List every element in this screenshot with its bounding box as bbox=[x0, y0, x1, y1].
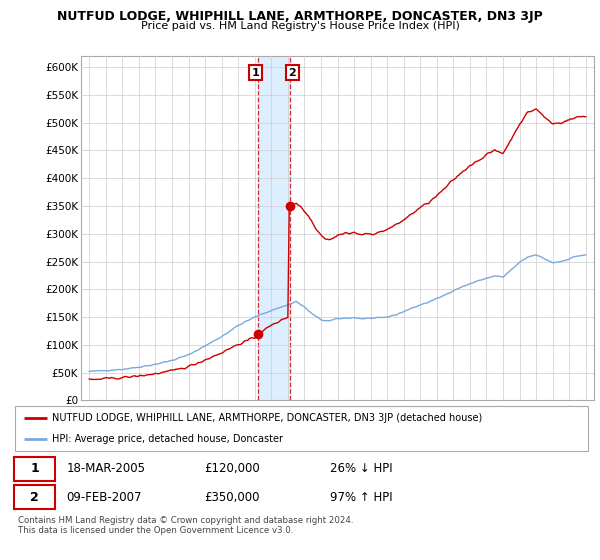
Text: £350,000: £350,000 bbox=[204, 491, 260, 503]
Text: 1: 1 bbox=[30, 463, 39, 475]
Text: NUTFUD LODGE, WHIPHILL LANE, ARMTHORPE, DONCASTER, DN3 3JP (detached house): NUTFUD LODGE, WHIPHILL LANE, ARMTHORPE, … bbox=[52, 413, 482, 423]
Text: £120,000: £120,000 bbox=[204, 463, 260, 475]
Text: 1: 1 bbox=[252, 68, 260, 78]
FancyBboxPatch shape bbox=[14, 456, 55, 481]
Text: 97% ↑ HPI: 97% ↑ HPI bbox=[330, 491, 393, 503]
Text: NUTFUD LODGE, WHIPHILL LANE, ARMTHORPE, DONCASTER, DN3 3JP: NUTFUD LODGE, WHIPHILL LANE, ARMTHORPE, … bbox=[57, 10, 543, 22]
FancyBboxPatch shape bbox=[14, 485, 55, 510]
Text: 26% ↓ HPI: 26% ↓ HPI bbox=[330, 463, 393, 475]
Text: Contains HM Land Registry data © Crown copyright and database right 2024.: Contains HM Land Registry data © Crown c… bbox=[18, 516, 353, 525]
Text: This data is licensed under the Open Government Licence v3.0.: This data is licensed under the Open Gov… bbox=[18, 526, 293, 535]
Text: 2: 2 bbox=[288, 68, 296, 78]
Text: HPI: Average price, detached house, Doncaster: HPI: Average price, detached house, Donc… bbox=[52, 433, 283, 444]
Bar bbox=[258, 56, 290, 400]
Text: 09-FEB-2007: 09-FEB-2007 bbox=[67, 491, 142, 503]
Text: 18-MAR-2005: 18-MAR-2005 bbox=[67, 463, 146, 475]
Text: 2: 2 bbox=[30, 491, 39, 503]
Text: Price paid vs. HM Land Registry's House Price Index (HPI): Price paid vs. HM Land Registry's House … bbox=[140, 21, 460, 31]
